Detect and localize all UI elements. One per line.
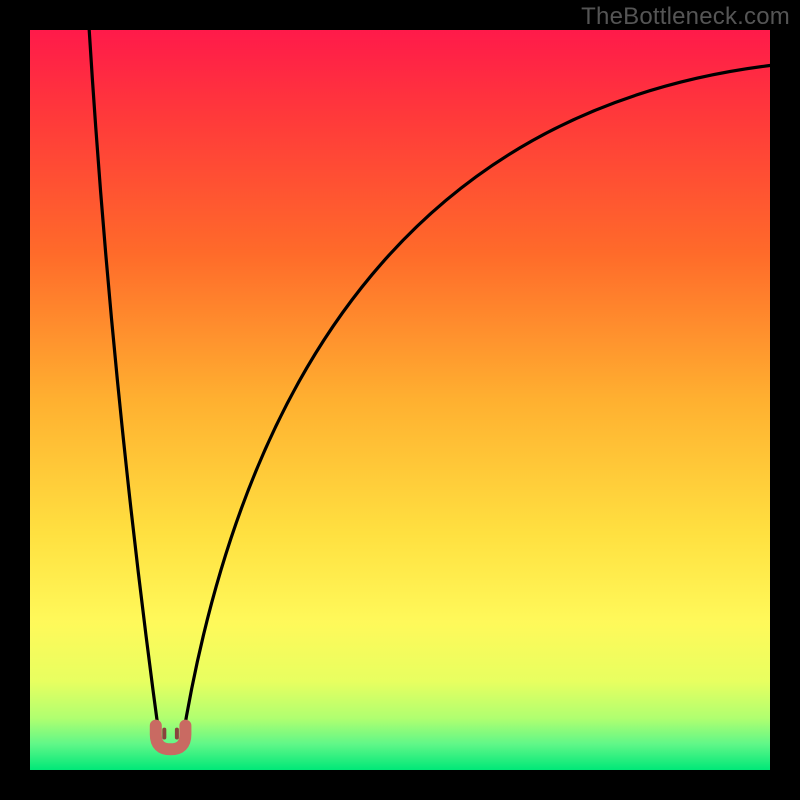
plot-svg [0,0,800,800]
gradient-background [30,30,770,770]
watermark-text: TheBottleneck.com [581,3,790,31]
